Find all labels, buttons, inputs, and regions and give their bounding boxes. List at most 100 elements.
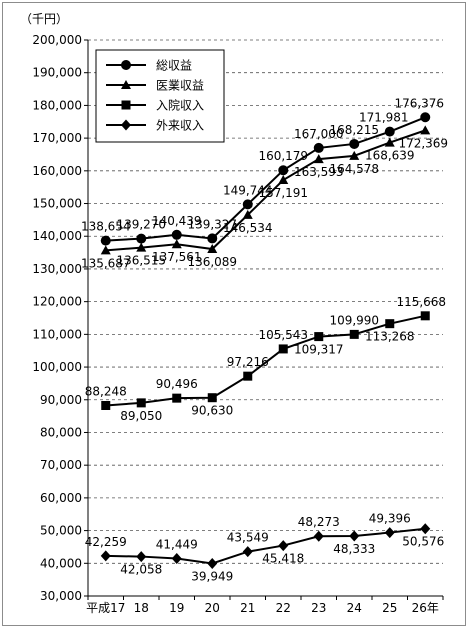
x-tick-label: 26年 bbox=[412, 601, 439, 615]
data-point bbox=[313, 530, 324, 542]
data-point bbox=[242, 546, 253, 558]
legend-marker bbox=[121, 100, 131, 110]
y-tick-label: 120,000 bbox=[32, 295, 82, 309]
data-point bbox=[420, 125, 431, 135]
y-tick-label: 130,000 bbox=[32, 262, 82, 276]
data-label: 167,000 bbox=[294, 127, 344, 141]
data-point bbox=[278, 165, 289, 176]
data-label: 50,576 bbox=[402, 535, 444, 549]
legend-marker bbox=[121, 60, 131, 70]
data-point bbox=[100, 550, 111, 562]
x-tick-label: 21 bbox=[240, 601, 255, 615]
data-point bbox=[136, 398, 146, 408]
legend-label: 入院収入 bbox=[156, 99, 204, 113]
series-line-2 bbox=[105, 129, 426, 252]
y-tick-label: 140,000 bbox=[32, 229, 82, 243]
data-point bbox=[278, 175, 289, 185]
data-label: 89,050 bbox=[120, 409, 162, 423]
y-tick-label: 80,000 bbox=[40, 425, 82, 439]
data-label: 42,259 bbox=[85, 535, 127, 549]
data-label: 172,369 bbox=[398, 136, 448, 150]
data-point bbox=[313, 142, 324, 153]
data-point bbox=[243, 371, 253, 381]
data-label: 105,543 bbox=[258, 328, 308, 342]
x-tick-label: 19 bbox=[169, 601, 184, 615]
data-label: 163,593 bbox=[294, 165, 344, 179]
data-label: 140,439 bbox=[152, 214, 202, 228]
data-point bbox=[313, 154, 324, 164]
data-label: 97,216 bbox=[227, 355, 269, 369]
data-point bbox=[384, 126, 395, 137]
legend-label: 外来収入 bbox=[156, 119, 204, 133]
series-line-1 bbox=[105, 116, 426, 242]
y-tick-label: 50,000 bbox=[40, 524, 82, 538]
data-point bbox=[207, 557, 218, 569]
data-label: 48,333 bbox=[333, 542, 375, 556]
data-label: 160,179 bbox=[258, 149, 308, 163]
data-label: 139,327 bbox=[187, 217, 237, 231]
legend-marker bbox=[121, 80, 131, 89]
x-tick-label: 25 bbox=[382, 601, 397, 615]
data-point bbox=[384, 527, 395, 539]
data-label: 48,273 bbox=[298, 515, 340, 529]
y-tick-label: 200,000 bbox=[32, 33, 82, 47]
data-point bbox=[420, 523, 431, 535]
data-point bbox=[136, 233, 147, 244]
data-label: 146,534 bbox=[223, 221, 273, 235]
data-point bbox=[207, 393, 217, 403]
y-tick-label: 70,000 bbox=[40, 458, 82, 472]
data-label: 171,981 bbox=[359, 111, 409, 125]
data-point bbox=[207, 233, 218, 244]
chart-frame bbox=[2, 2, 466, 626]
data-label: 168,639 bbox=[365, 149, 415, 163]
data-label: 88,248 bbox=[85, 384, 127, 398]
data-point bbox=[420, 311, 430, 321]
data-point bbox=[384, 137, 395, 147]
data-point bbox=[100, 235, 111, 246]
data-point bbox=[171, 553, 182, 565]
data-label: 113,268 bbox=[365, 330, 415, 344]
data-point bbox=[349, 138, 360, 149]
data-label: 176,376 bbox=[394, 96, 444, 110]
y-tick-label: 110,000 bbox=[32, 327, 82, 341]
y-tick-label: 160,000 bbox=[32, 164, 82, 178]
series-line-4 bbox=[105, 527, 426, 565]
data-point bbox=[101, 400, 111, 410]
data-label: 168,215 bbox=[329, 123, 379, 137]
x-tick-label: 23 bbox=[311, 601, 326, 615]
data-label: 115,668 bbox=[396, 295, 446, 309]
x-tick-label: 24 bbox=[347, 601, 362, 615]
data-point bbox=[207, 244, 218, 254]
data-point bbox=[420, 112, 431, 123]
y-tick-label: 170,000 bbox=[32, 131, 82, 145]
legend-label: 医業収益 bbox=[156, 79, 204, 93]
data-point bbox=[314, 332, 324, 342]
data-point bbox=[349, 329, 359, 339]
y-tick-label: 90,000 bbox=[40, 393, 82, 407]
data-point bbox=[242, 209, 253, 219]
data-label: 45,418 bbox=[262, 552, 304, 566]
data-label: 43,549 bbox=[227, 531, 269, 545]
series-lines bbox=[100, 112, 431, 569]
x-tick-label: 18 bbox=[134, 601, 149, 615]
data-point bbox=[349, 530, 360, 542]
x-tick-label: 22 bbox=[276, 601, 291, 615]
legend-label: 総収益 bbox=[156, 59, 192, 73]
y-tick-label: 40,000 bbox=[40, 556, 82, 570]
data-label: 90,496 bbox=[156, 377, 198, 391]
y-tick-label: 30,000 bbox=[40, 589, 82, 603]
x-axis-ticks: 平成17 18 19 20 21 22 23 24 25 26年 bbox=[86, 596, 444, 615]
series-line-3 bbox=[105, 314, 426, 407]
data-point bbox=[349, 150, 360, 160]
y-tick-label: 150,000 bbox=[32, 197, 82, 211]
y-unit-label: （千円） bbox=[20, 12, 68, 26]
data-label: 138,654 bbox=[81, 220, 131, 234]
data-label: 136,515 bbox=[116, 254, 166, 268]
data-label: 42,058 bbox=[120, 563, 162, 577]
legend-marker bbox=[121, 119, 131, 131]
data-label: 136,089 bbox=[187, 255, 237, 269]
data-point bbox=[171, 239, 182, 249]
